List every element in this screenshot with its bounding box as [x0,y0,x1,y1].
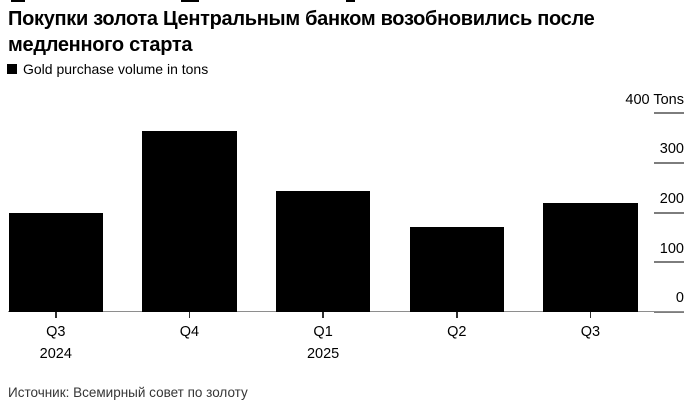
bar-q1-2025 [275,191,371,312]
x-axis-tick [188,311,191,319]
bar-q2-2025 [409,227,504,312]
y-axis-tick-label: 300 [659,141,684,158]
y-axis-tick-label: 100 [659,240,684,257]
cropped-text-artifact [11,0,25,2]
y-axis-tick [654,161,684,164]
y-axis-tick [654,261,684,264]
bar-q3-2024 [8,212,104,312]
bar-q4-2024 [142,130,237,312]
legend: Gold purchase volume in tons [7,61,209,77]
chart-title-line1: Покупки золота Центральным банком возобн… [8,8,595,30]
chart-title-line2: медленного старта [8,34,193,56]
x-axis-label: Q3 [580,324,601,340]
cropped-text-artifact [346,0,355,2]
x-axis-year-label: 2025 [306,346,340,362]
y-axis-tick-label: 0 [675,290,684,307]
x-axis-tick [322,311,324,319]
source-note: Источник: Всемирный совет по золоту [8,385,248,400]
legend-swatch-icon [7,64,17,74]
legend-label: Gold purchase volume in tons [23,61,209,77]
cropped-text-artifact [181,0,199,2]
x-axis-tick [456,311,458,319]
x-axis-tick [55,311,57,319]
x-axis-baseline [8,310,684,313]
chart-title: Покупки золота Центральным банком возобн… [8,6,684,58]
x-axis-label: Q2 [447,324,467,340]
x-axis-year-label: 2024 [39,346,72,362]
x-axis-tick [589,311,592,319]
y-axis-tick [654,112,684,115]
y-axis-tick [654,211,684,214]
x-axis-label: Q4 [179,324,200,340]
x-axis-label: Q3 [46,324,66,340]
y-axis-tick-label: 400 Tons [625,91,684,108]
y-axis-tick-label: 200 [659,191,684,207]
x-axis-label: Q1 [313,324,333,340]
bar-q3-2025 [543,202,638,312]
